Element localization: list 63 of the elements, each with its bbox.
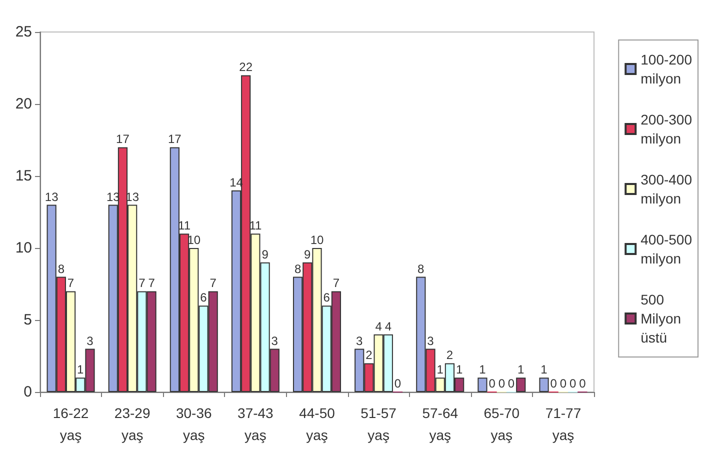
data-label: 17 <box>168 132 182 146</box>
y-tick-label: 10 <box>15 240 32 256</box>
data-label: 1 <box>540 362 548 377</box>
data-label: 2 <box>366 348 373 362</box>
y-tick-label: 5 <box>24 312 32 328</box>
data-label: 8 <box>294 262 302 276</box>
y-tick-label: 15 <box>15 168 32 184</box>
data-label: 2 <box>446 348 454 362</box>
data-label: 0 <box>569 376 576 390</box>
legend-label: 200-300 milyon <box>640 112 692 146</box>
x-tick-label: 30-36 yaş <box>176 405 212 443</box>
data-label: 4 <box>375 319 382 334</box>
data-label: 7 <box>138 276 146 290</box>
bar <box>516 378 526 392</box>
data-label: 9 <box>304 247 312 262</box>
bar <box>478 378 488 392</box>
x-tick-label: 16-22 yaş <box>52 405 89 443</box>
x-tick-label: 57-64 yaş <box>422 405 458 443</box>
data-label: 3 <box>356 334 364 348</box>
data-label: 1 <box>436 362 444 377</box>
data-label: 6 <box>200 290 208 305</box>
x-tick-label: 44-50 yaş <box>299 405 336 443</box>
data-label: 8 <box>418 262 425 276</box>
data-label: 7 <box>210 276 217 290</box>
data-label: 1 <box>77 362 84 377</box>
data-label: 3 <box>86 334 94 348</box>
data-label: 0 <box>560 376 567 390</box>
legend-label: 300-400 milyon <box>640 172 692 206</box>
bar <box>539 378 549 392</box>
x-tick-label: 37-43 yaş <box>238 405 274 443</box>
data-label: 10 <box>310 233 324 247</box>
data-label: 3 <box>427 334 434 348</box>
data-label: 0 <box>488 376 496 390</box>
data-label: 1 <box>479 362 486 377</box>
data-label: 0 <box>508 376 515 390</box>
data-label: 0 <box>498 376 506 390</box>
data-label: 4 <box>384 319 392 334</box>
data-label: 13 <box>44 190 59 204</box>
legend-label: 500 Milyon üstü <box>640 292 682 346</box>
data-label: 17 <box>116 132 130 146</box>
data-label: 0 <box>550 376 558 390</box>
x-tick-label: 65-70 yaş <box>484 405 520 443</box>
x-tick-label: 23-29 yaş <box>114 405 150 443</box>
data-label: 7 <box>148 276 156 290</box>
data-label: 7 <box>67 276 74 290</box>
data-label: 6 <box>323 290 330 305</box>
data-label: 1 <box>518 362 525 377</box>
y-tick-label: 25 <box>15 24 32 40</box>
y-tick-label: 20 <box>15 96 32 112</box>
data-label: 0 <box>394 376 402 390</box>
data-label: 9 <box>262 247 269 262</box>
data-label: 11 <box>249 218 262 233</box>
data-label: 3 <box>271 334 278 348</box>
y-tick-label: 0 <box>24 384 32 400</box>
x-tick-label: 71-77 yaş <box>545 405 582 443</box>
data-label: 7 <box>332 276 340 290</box>
x-tick-label: 51-57 yaş <box>360 405 397 443</box>
legend-label: 100-200 milyon <box>640 52 692 86</box>
legend-label: 400-500 milyon <box>640 232 692 266</box>
data-label: 1 <box>456 362 463 377</box>
data-label: 0 <box>579 376 586 390</box>
data-label: 8 <box>58 262 65 276</box>
data-label: 22 <box>239 60 253 74</box>
